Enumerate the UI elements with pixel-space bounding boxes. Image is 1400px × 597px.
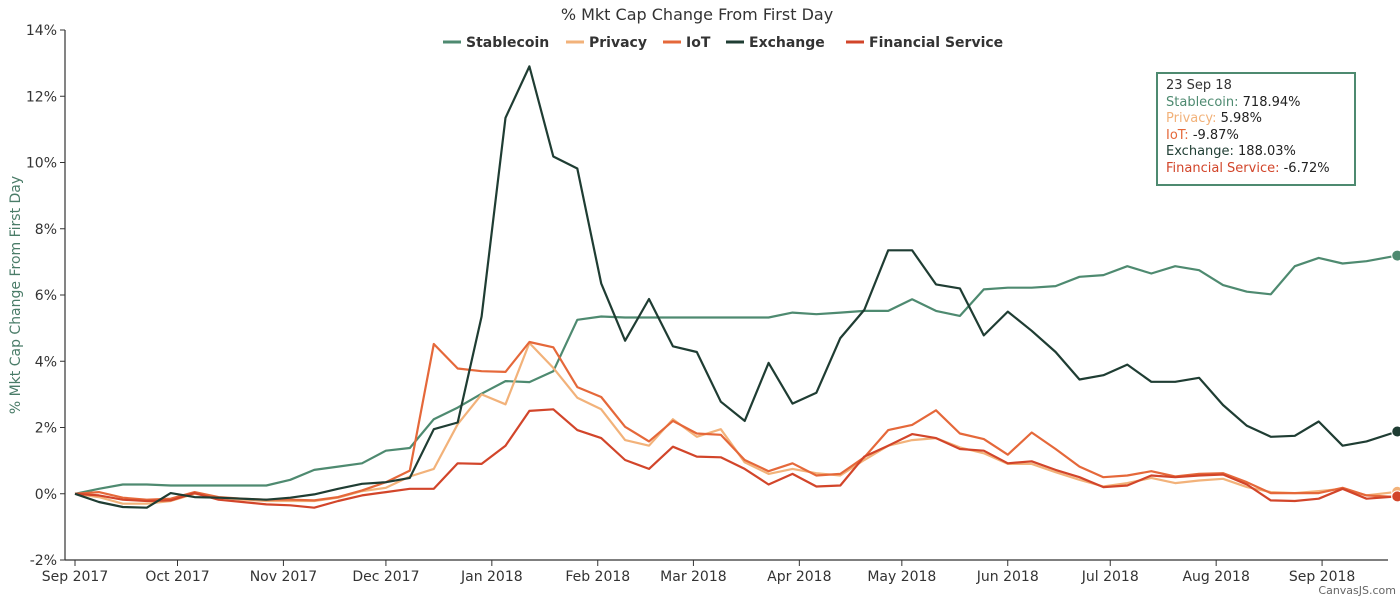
legend-label: IoT (686, 35, 711, 51)
series-end-markers (1391, 249, 1400, 504)
legend-label: Stablecoin (466, 35, 549, 51)
y-tick-label: 6% (35, 288, 57, 304)
tooltip-row: IoT: -9.87% (1166, 128, 1346, 145)
x-tick-label: Aug 2018 (1182, 569, 1249, 585)
axes: -2% 0% 2% 4% 6% 8% 10% 12% 14% Sep 2017 Oct 2017 No… (26, 23, 1388, 585)
series-line-privacy[interactable] (74, 341, 1398, 505)
legend-label: Financial Service (869, 35, 1003, 51)
tooltip-series-label: Stablecoin: (1166, 94, 1239, 110)
tooltip-row: Financial Service: -6.72% (1166, 161, 1346, 178)
series-line-financial-service[interactable] (74, 408, 1398, 509)
end-marker-financial-service[interactable] (1391, 490, 1400, 503)
tooltip-series-label: IoT: (1166, 127, 1189, 143)
legend-item-privacy[interactable]: Privacy (566, 35, 647, 51)
legend-item-stablecoin[interactable]: Stablecoin (443, 35, 549, 51)
y-tick-label: 10% (26, 156, 57, 172)
x-tick-label: Dec 2017 (352, 569, 419, 585)
y-tick-label: 2% (35, 421, 57, 437)
x-tick-label: May 2018 (867, 569, 936, 585)
x-tick-label: Jul 2018 (1081, 569, 1139, 585)
y-tick-label: 12% (26, 89, 57, 105)
legend-item-financial-service[interactable]: Financial Service (846, 35, 1003, 51)
y-tick-label: -2% (30, 553, 57, 569)
legend-label: Privacy (589, 35, 647, 51)
x-tick-label: Oct 2017 (145, 569, 209, 585)
chart-credit[interactable]: CanvasJS.com (1318, 584, 1396, 597)
series-line-exchange[interactable] (74, 65, 1398, 509)
tooltip-series-value: 718.94% (1238, 94, 1301, 110)
chart-title: % Mkt Cap Change From First Day (561, 5, 833, 24)
tooltip-series-value: 5.98% (1216, 111, 1262, 126)
tooltip-row: Privacy: 5.98% (1166, 111, 1346, 128)
y-tick-label: 0% (35, 487, 57, 503)
tooltip-series-label: Financial Service: (1166, 160, 1280, 176)
tooltip-date: 23 Sep 18 (1166, 78, 1232, 93)
end-marker-stablecoin[interactable] (1391, 249, 1400, 262)
series-line-stablecoin[interactable] (74, 254, 1398, 495)
y-tick-label: 4% (35, 354, 57, 370)
x-tick-label: Sep 2018 (1289, 569, 1355, 585)
legend-item-exchange[interactable]: Exchange (726, 35, 825, 51)
tooltip-series-label: Privacy: (1166, 111, 1217, 126)
legend-label: Exchange (749, 35, 825, 51)
end-marker-exchange[interactable] (1391, 425, 1400, 438)
tooltip-row: Exchange: 188.03% (1166, 144, 1346, 161)
tooltip-series-value: 188.03% (1233, 144, 1296, 159)
tooltip-row: Stablecoin: 718.94% (1166, 95, 1346, 112)
y-tick-label: 14% (26, 23, 57, 39)
series-line-iot[interactable] (74, 340, 1398, 502)
x-tick-label: Jun 2018 (976, 569, 1039, 585)
chart-legend[interactable]: Stablecoin Privacy IoT Exchange Financial Se… (443, 35, 1003, 51)
tooltip-series-value: -6.72% (1279, 160, 1330, 176)
x-tick-label: Mar 2018 (660, 569, 727, 585)
tooltip-series-label: Exchange: (1166, 144, 1234, 159)
x-tick-label: Jan 2018 (460, 569, 523, 585)
tooltip-series-value: -9.87% (1188, 127, 1239, 143)
x-tick-label: Apr 2018 (767, 569, 831, 585)
chart-tooltip: 23 Sep 18 Stablecoin: 718.94% Privacy: 5.… (1156, 72, 1356, 186)
y-axis-label: % Mkt Cap Change From First Day (8, 176, 24, 414)
x-tick-label: Feb 2018 (565, 569, 630, 585)
series-lines (74, 65, 1398, 509)
legend-item-iot[interactable]: IoT (663, 35, 711, 51)
x-tick-label: Sep 2017 (42, 569, 108, 585)
y-tick-label: 8% (35, 222, 57, 238)
x-tick-label: Nov 2017 (250, 569, 317, 585)
